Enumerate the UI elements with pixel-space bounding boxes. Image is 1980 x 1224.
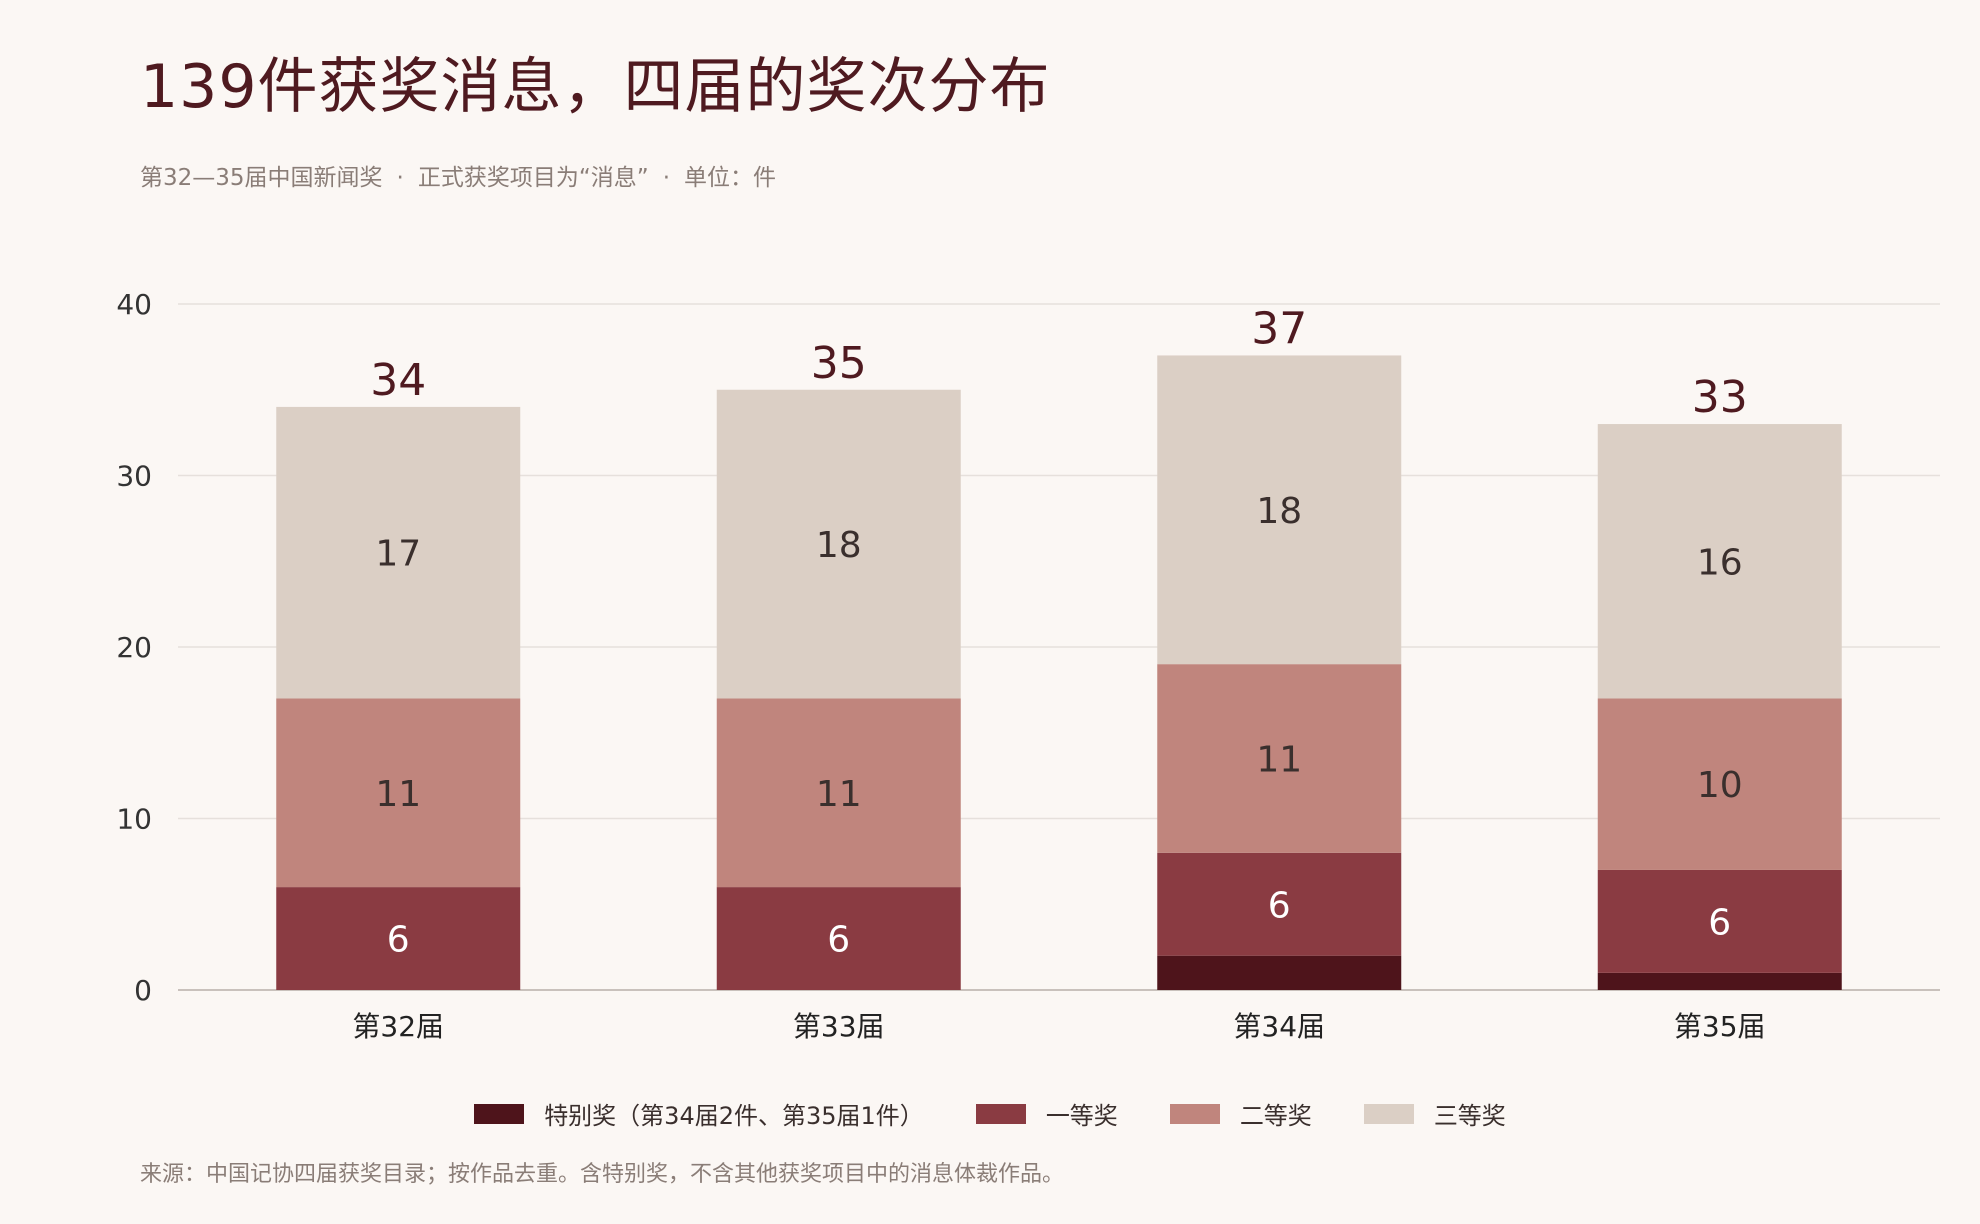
data-label: 6 [1268,885,1291,926]
subtitle-award: 第32—35届中国新闻奖 [140,165,383,191]
bar-segment-second [1157,664,1402,853]
x-tick-label: 第34届 [1233,1010,1325,1043]
legend-item-second: 二等奖 [1169,1096,1312,1131]
data-label: 11 [1256,739,1302,780]
total-label: 33 [1692,372,1748,423]
bar-segment-first [716,887,961,990]
legend-label-third: 三等奖 [1433,1102,1506,1130]
bar-segment-second [716,698,961,888]
legend-swatch-special [474,1103,525,1124]
data-label: 17 [375,534,421,575]
legend-item-third: 三等奖 [1363,1096,1506,1131]
data-label: 18 [816,525,862,566]
y-tick-label: 0 [134,974,152,1007]
x-tick-label: 第33届 [793,1010,885,1043]
source-note: 来源：中国记协四届获奖目录；按作品去重。含特别奖，不含其他获奖项目中的消息体裁作… [140,1162,1065,1187]
y-tick-label: 20 [116,631,152,664]
bar-segment-first [276,887,521,990]
bar-segment-first [1597,869,1842,973]
legend-swatch-second [1169,1103,1220,1124]
legend-label-special: 特别奖（第34届2件、第35届1件） [544,1102,924,1130]
x-tick-label: 第32届 [352,1010,444,1043]
legend-swatch-third [1363,1103,1414,1124]
x-tick-label: 第35届 [1674,1010,1766,1043]
data-label: 6 [1708,902,1731,943]
bar-segment-third [1597,424,1842,699]
bar-segment-third [716,389,961,699]
total-label: 37 [1251,303,1307,354]
bar-segment-special [1597,972,1842,990]
y-tick-label: 30 [116,460,152,493]
chart-legend: 特别奖（第34届2件、第35届1件） 一等奖 二等奖 三等奖 [0,1096,1980,1131]
legend-swatch-first [975,1103,1026,1124]
data-label: 10 [1697,765,1743,806]
bar-segment-special [1157,955,1402,990]
legend-item-special: 特别奖（第34届2件、第35届1件） [474,1096,924,1131]
data-label: 11 [816,774,862,815]
data-label: 18 [1256,491,1302,532]
data-label: 6 [827,920,850,961]
data-label: 16 [1697,542,1743,583]
total-label: 34 [370,355,426,406]
chart-title: 139件获奖消息，四届的奖次分布 [140,52,1051,122]
legend-label-second: 二等奖 [1239,1102,1312,1130]
y-tick-label: 40 [116,288,152,321]
bar-segment-second [276,698,521,888]
bar-segment-first [1157,852,1402,956]
legend-label-first: 一等奖 [1045,1102,1118,1130]
bar-segment-third [1157,355,1402,665]
subtitle-unit: 单位：件 [684,165,777,191]
chart-subtitle: 第32—35届中国新闻奖 · 正式获奖项目为“消息” · 单位：件 [140,158,776,192]
data-label: 11 [375,774,421,815]
subtitle-separator: · [662,165,671,191]
data-label: 6 [387,920,410,961]
bar-segment-third [276,406,521,699]
subtitle-category: 正式获奖项目为“消息” [417,165,649,191]
total-label: 35 [811,338,867,389]
subtitle-separator: · [396,165,404,191]
bar-segment-second [1597,698,1842,870]
legend-item-first: 一等奖 [975,1096,1118,1131]
y-tick-label: 10 [116,803,152,836]
